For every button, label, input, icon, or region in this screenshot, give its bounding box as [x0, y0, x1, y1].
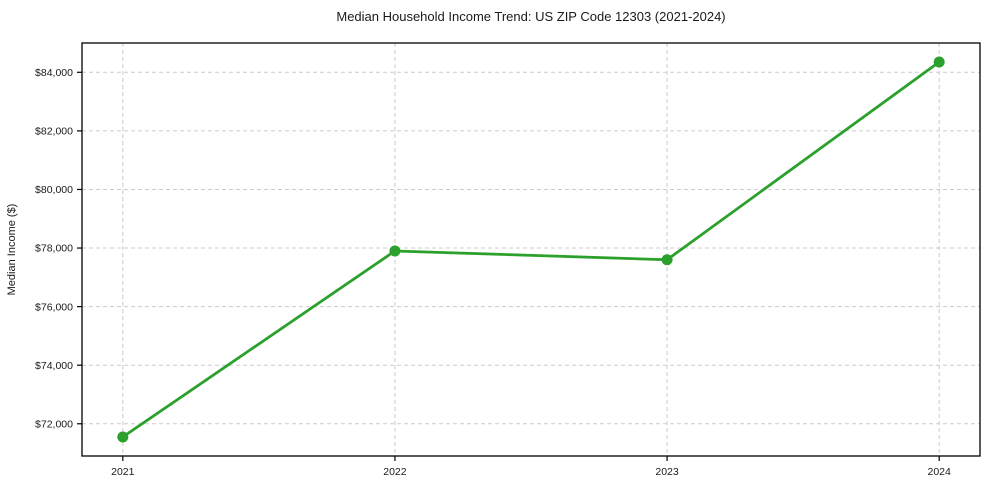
x-tick-label: 2022	[383, 466, 407, 478]
data-point-2023	[661, 254, 673, 266]
y-tick-label: $82,000	[35, 126, 73, 138]
y-tick-label: $76,000	[35, 301, 73, 313]
gridlines-layer	[82, 43, 980, 456]
y-tick-label: $74,000	[35, 360, 73, 372]
chart-title: Median Household Income Trend: US ZIP Co…	[336, 9, 725, 24]
y-tick-label: $80,000	[35, 184, 73, 196]
x-tick-label: 2024	[928, 466, 952, 478]
y-axis-label: Median Income ($)	[6, 204, 18, 296]
y-tick-label: $78,000	[35, 243, 73, 255]
series-layer	[117, 56, 945, 443]
trend-line	[121, 60, 941, 439]
plot-border	[81, 42, 981, 457]
x-tick-label: 2023	[655, 466, 679, 478]
y-tick-label: $72,000	[35, 418, 73, 430]
data-point-2021	[117, 431, 129, 443]
data-point-2022	[389, 245, 401, 257]
x-tick-label: 2021	[111, 466, 135, 478]
y-tick-label: $84,000	[35, 67, 73, 79]
axes-layer: 2021 2022 2023 2024 $72,000 $74,000 $76,000 $78…	[35, 42, 981, 478]
data-point-2024	[933, 56, 945, 68]
